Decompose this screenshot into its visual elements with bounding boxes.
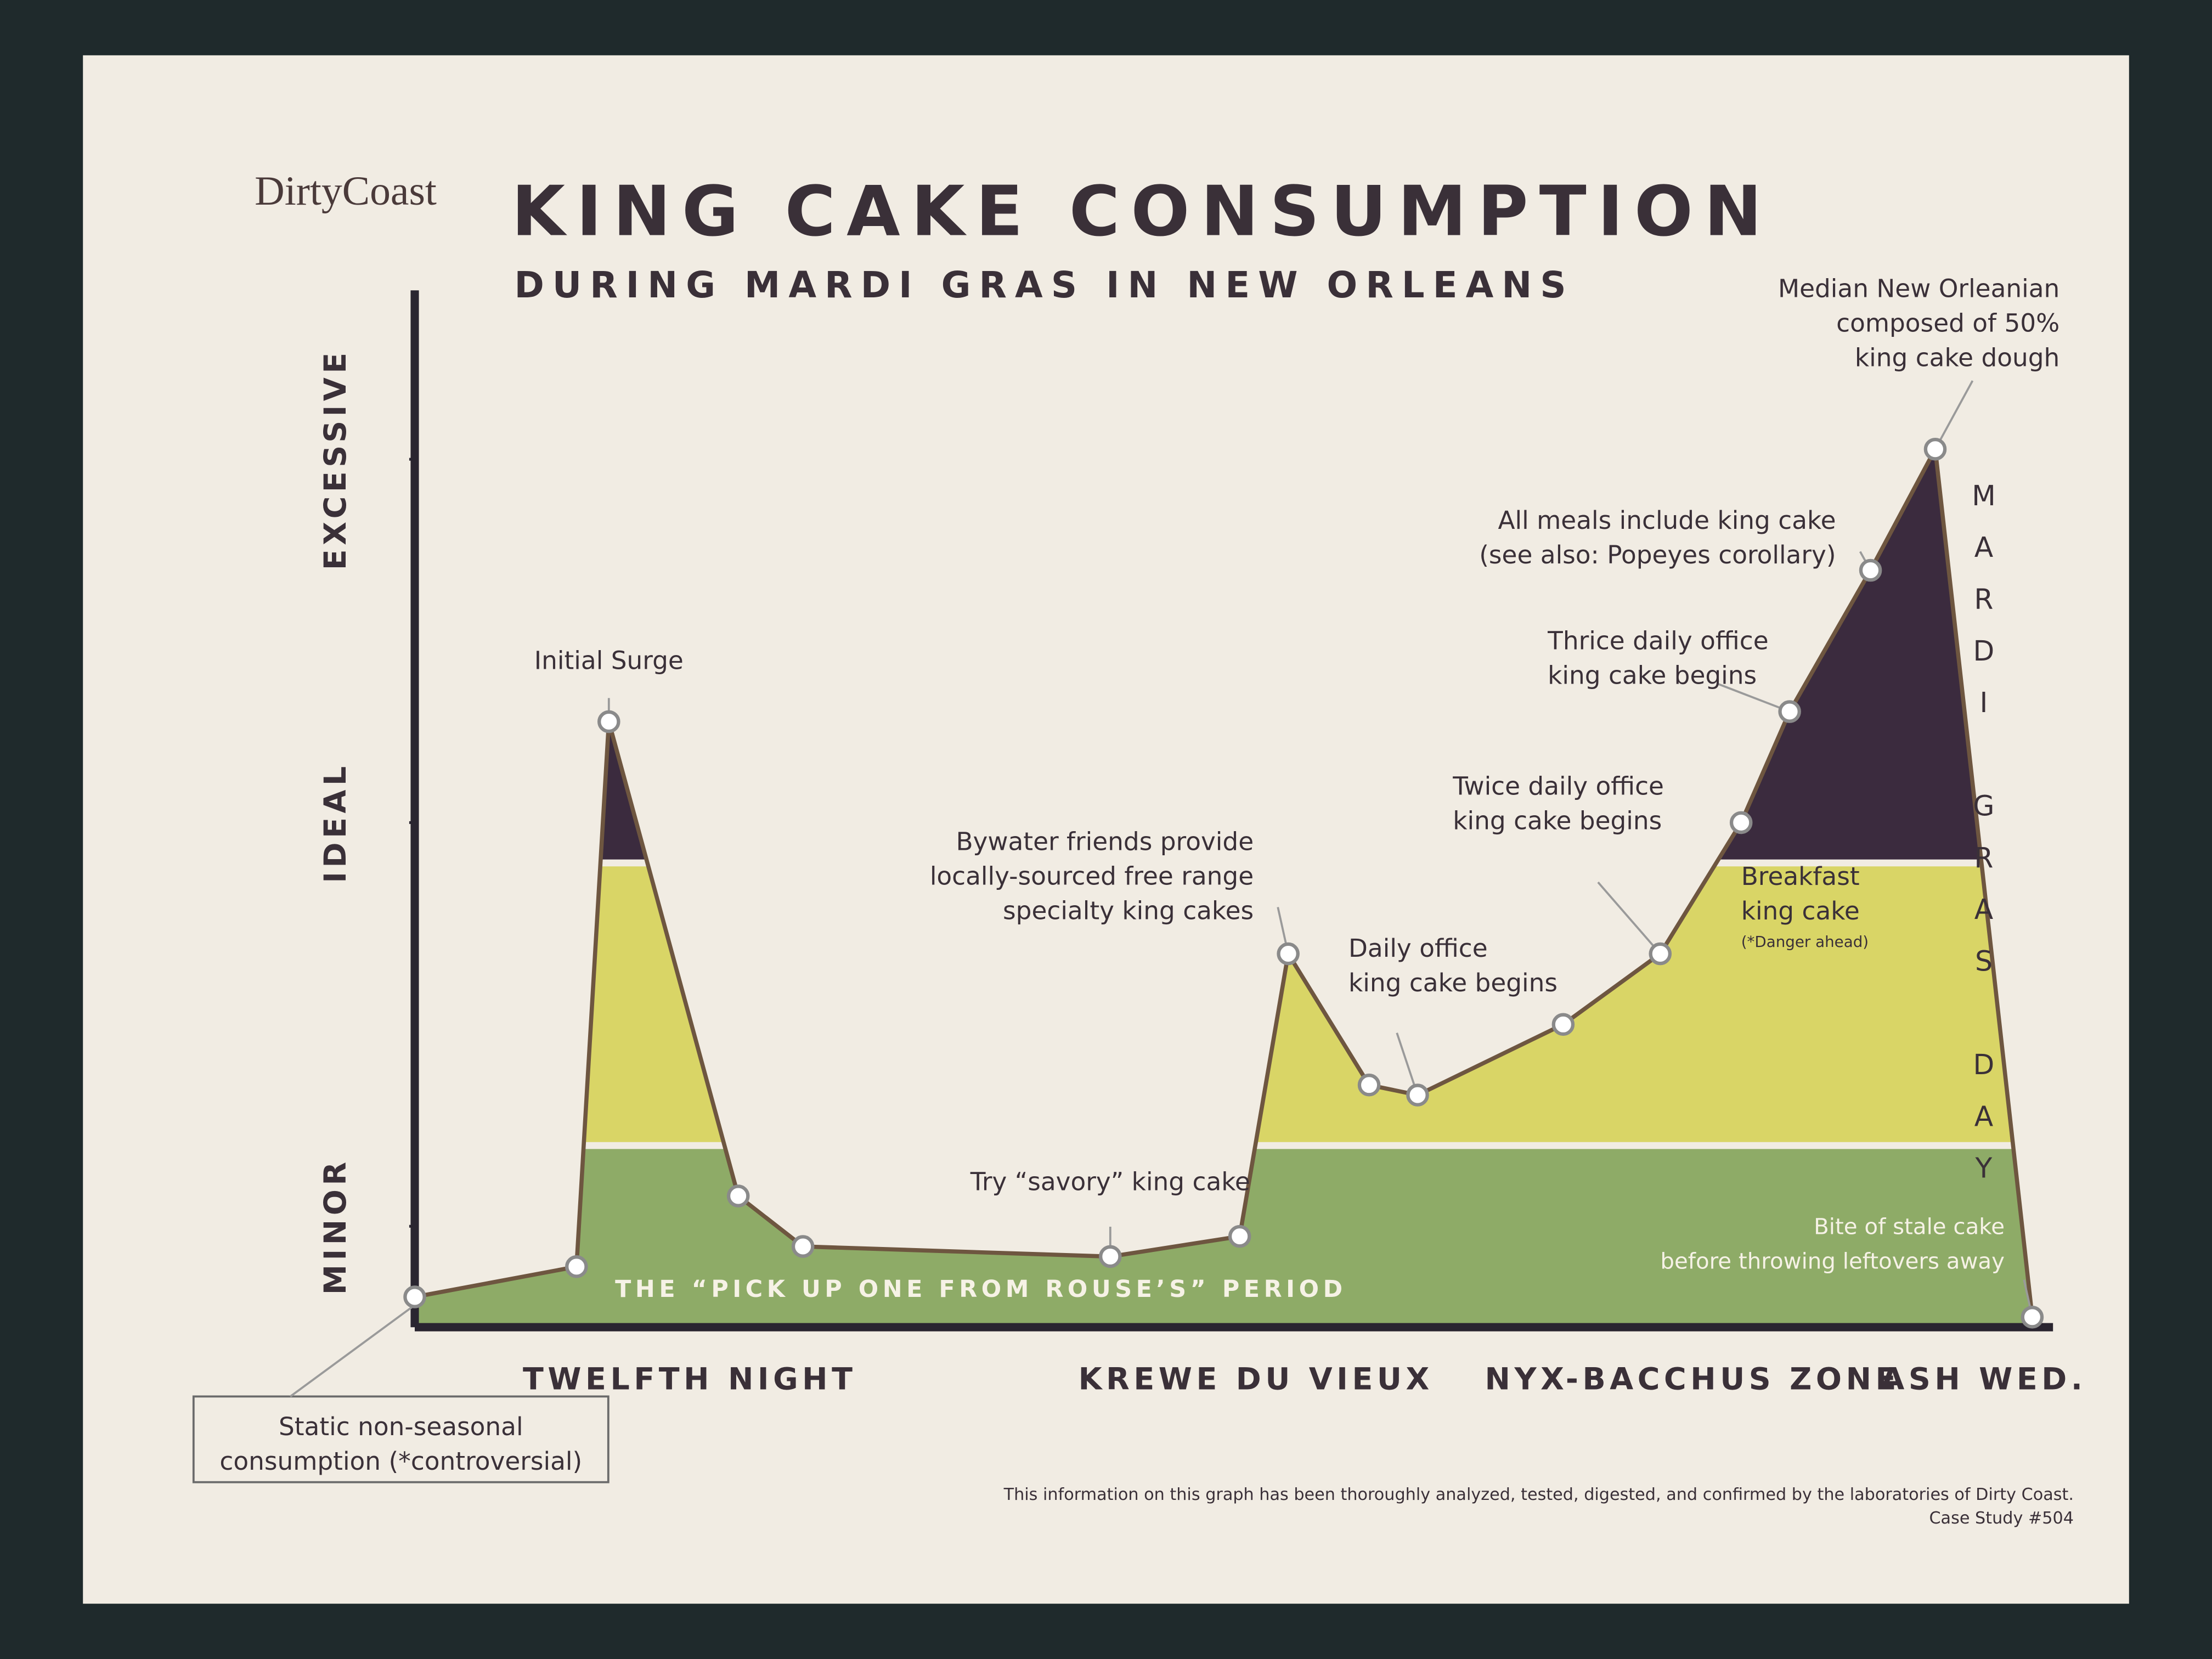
leader: [1934, 380, 1974, 450]
band-label: THE “PICK UP ONE FROM ROUSE’S” PERIOD: [615, 1276, 1347, 1303]
point: [1357, 1073, 1381, 1097]
point-label: Breakfast king cake (*Danger ahead): [1741, 862, 1869, 951]
point-label-line: Bite of stale cake: [1814, 1214, 2005, 1240]
point-label-line: Try “savory” king cake: [970, 1167, 1250, 1196]
leader: [290, 1296, 427, 1397]
chart-title: KING CAKE CONSUMPTION: [511, 171, 1773, 251]
point: [726, 1184, 750, 1207]
point-label-line: Bywater friends provide: [956, 827, 1254, 856]
case-study: Case Study #504: [1929, 1509, 2074, 1528]
point-label-line: before throwing leftovers away: [1660, 1249, 2005, 1274]
point: [2021, 1306, 2044, 1329]
point-label-line: Static non-seasonal: [279, 1412, 523, 1441]
point-label: Median New Orleanian composed of 50% king …: [1778, 274, 2059, 373]
label-box: [192, 1395, 610, 1483]
x-tick-label: TWELFTH NIGHT: [523, 1362, 857, 1397]
point-label: Static non-seasonal consumption (*controv…: [219, 1412, 582, 1476]
point-label-line: Daily office: [1348, 934, 1488, 963]
point-label-line: Thrice daily office: [1547, 627, 1768, 656]
mardi-gras-label: MARDI GRAS DAY: [1967, 479, 2000, 1204]
point-label: Try “savory” king cake: [970, 1167, 1250, 1196]
point-label: Thrice daily office king cake begins: [1547, 627, 1768, 690]
point: [1923, 437, 1947, 461]
point-label-line: king cake begins: [1548, 661, 1757, 690]
y-tick-label: EXCESSIVE: [318, 348, 353, 570]
point: [1228, 1224, 1251, 1248]
point-label-line: Initial Surge: [534, 646, 684, 675]
point: [1099, 1245, 1122, 1268]
point-label-line: Median New Orleanian: [1778, 274, 2059, 303]
point-label: Twice daily office king cake begins: [1452, 772, 1664, 836]
point: [403, 1285, 426, 1308]
point: [1778, 700, 1801, 723]
y-tick-label: MINOR: [318, 1158, 353, 1295]
point-label-line: king cake begins: [1453, 806, 1662, 836]
leader: [1597, 881, 1661, 955]
point-label-line: king cake: [1741, 896, 1860, 926]
point-label: Initial Surge: [534, 646, 684, 675]
point: [597, 710, 620, 733]
point: [565, 1255, 588, 1278]
point: [1859, 558, 1882, 582]
point-label-line: king cake begins: [1348, 968, 1558, 997]
x-tick-label: ASH WED.: [1881, 1362, 2086, 1397]
x-tick-label: KREWE DU VIEUX: [1079, 1362, 1434, 1397]
logo: DirtyCoast: [255, 168, 437, 214]
point: [1729, 811, 1753, 834]
point-label-line: composed of 50%: [1836, 309, 2059, 338]
point-label-line: All meals include king cake: [1498, 506, 1836, 535]
point-label: Bywater friends provide locally-sourced f…: [930, 827, 1254, 926]
point-label-line: (see also: Popeyes corollary): [1479, 540, 1836, 569]
point: [1551, 1013, 1575, 1036]
chart-subtitle: DURING MARDI GRAS IN NEW ORLEANS: [514, 264, 1574, 306]
point: [1277, 942, 1300, 966]
y-tick-label: IDEAL: [318, 762, 353, 883]
point-label: All meals include king cake (see also: Po…: [1479, 506, 1836, 569]
leader: [1717, 682, 1790, 713]
x-tick-label: NYX-BACCHUS ZONE: [1485, 1362, 1900, 1397]
point-label-line: (*Danger ahead): [1741, 933, 1869, 951]
point-label: Daily office king cake begins: [1348, 934, 1558, 997]
point-label-line: specialty king cakes: [1003, 896, 1254, 926]
footnote: This information on this graph has been …: [1003, 1485, 2074, 1504]
point: [1406, 1084, 1429, 1107]
point-label-line: locally-sourced free range: [930, 862, 1254, 891]
point: [1649, 942, 1672, 966]
point-label: Bite of stale cake before throwing leftov…: [1660, 1214, 2005, 1274]
point: [791, 1235, 815, 1258]
point-label-line: king cake dough: [1855, 343, 2059, 373]
point-label-line: Breakfast: [1741, 862, 1860, 891]
point-label-line: Twice daily office: [1452, 772, 1664, 801]
point-label-line: consumption (*controversial): [219, 1447, 582, 1476]
